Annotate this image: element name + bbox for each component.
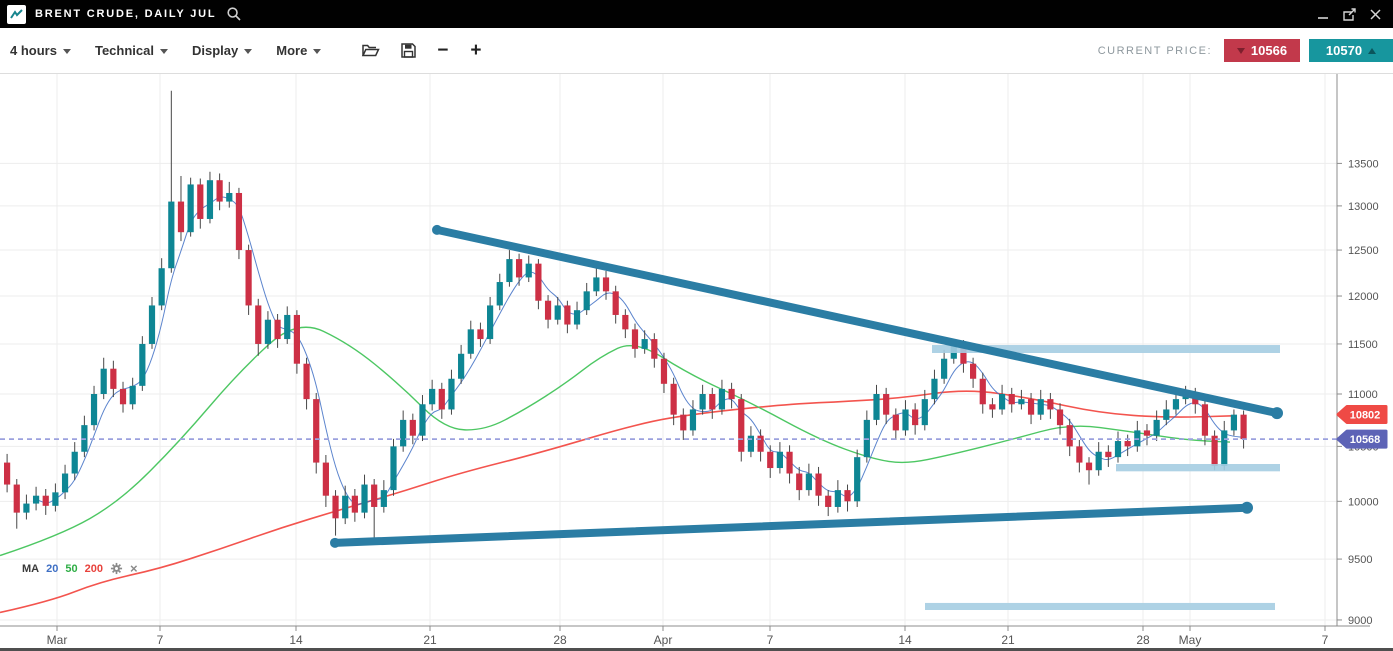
svg-text:13000: 13000 (1348, 201, 1379, 213)
more-menu-label: More (276, 43, 308, 58)
ma-indicator-legend: MA 20 50 200 × (22, 562, 138, 575)
ask-price-badge: 10570 (1309, 39, 1393, 62)
more-menu[interactable]: More (276, 43, 322, 58)
chevron-down-icon (313, 49, 322, 54)
axes: 1350013000125001200011500110001050010000… (0, 74, 1379, 647)
close-icon[interactable]: × (129, 561, 138, 576)
chevron-down-icon (62, 49, 71, 54)
technical-menu-label: Technical (94, 43, 154, 58)
svg-text:7: 7 (1322, 633, 1329, 647)
save-icon[interactable] (400, 42, 417, 59)
minimize-icon[interactable] (1315, 6, 1331, 22)
svg-text:10568: 10568 (1350, 434, 1381, 446)
svg-text:7: 7 (767, 633, 774, 647)
timeframe-menu-label: 4 hours (10, 43, 57, 58)
zoom-out-button[interactable]: − (437, 40, 449, 61)
current-price-label: CURRENT PRICE: (1097, 44, 1212, 57)
svg-text:12000: 12000 (1348, 291, 1379, 303)
line-chart-icon (7, 4, 26, 24)
svg-text:Mar: Mar (47, 633, 68, 647)
titlebar: BRENT CRUDE, DAILY JUL (0, 0, 1393, 28)
timeframe-menu[interactable]: 4 hours (10, 43, 71, 58)
zones (925, 345, 1280, 610)
svg-text:14: 14 (289, 633, 303, 647)
open-folder-icon[interactable] (361, 42, 380, 59)
price-chart[interactable]: 1350013000125001200011500110001050010000… (0, 74, 1393, 649)
svg-text:11500: 11500 (1348, 339, 1378, 351)
bid-price-value: 10566 (1250, 43, 1288, 58)
search-icon[interactable] (226, 6, 242, 22)
svg-text:12500: 12500 (1348, 245, 1379, 257)
svg-text:10802: 10802 (1350, 409, 1381, 421)
toolbar: 4 hours Technical Display More (0, 28, 1393, 73)
bid-price-badge: 10566 (1224, 39, 1300, 62)
ask-price-value: 10570 (1325, 43, 1363, 58)
svg-text:Apr: Apr (654, 633, 673, 647)
svg-text:7: 7 (157, 633, 164, 647)
display-menu-label: Display (191, 43, 239, 58)
gear-icon[interactable] (110, 562, 123, 575)
trendlines (330, 224, 1283, 548)
svg-text:21: 21 (1001, 633, 1015, 647)
svg-text:14: 14 (898, 633, 912, 647)
svg-text:10000: 10000 (1348, 496, 1379, 508)
window-title: BRENT CRUDE, DAILY JUL (35, 8, 217, 20)
ma50-period-label: 50 (65, 562, 78, 575)
svg-text:13500: 13500 (1348, 158, 1379, 170)
technical-menu[interactable]: Technical (95, 43, 168, 58)
svg-text:9000: 9000 (1348, 615, 1372, 627)
axis-price-tags: 10802 10568 (1336, 404, 1388, 449)
svg-text:21: 21 (423, 633, 437, 647)
candles (4, 90, 1247, 542)
window-controls (1315, 6, 1393, 22)
current-price-area: CURRENT PRICE: 10566 10570 (1098, 28, 1393, 73)
zoom-in-button[interactable]: + (470, 40, 482, 61)
ma20-period-label: 20 (46, 562, 59, 575)
popout-icon[interactable] (1341, 6, 1357, 22)
chevron-down-icon (159, 49, 168, 54)
arrow-down-icon (1236, 47, 1245, 54)
svg-text:28: 28 (553, 633, 567, 647)
svg-text:May: May (1179, 633, 1202, 647)
series (0, 196, 1244, 614)
svg-text:28: 28 (1136, 633, 1150, 647)
chevron-down-icon (244, 49, 253, 54)
close-icon[interactable] (1367, 6, 1383, 22)
arrow-up-icon (1368, 47, 1377, 54)
svg-text:9500: 9500 (1348, 554, 1372, 566)
ma-legend-label: MA (22, 562, 40, 575)
display-menu[interactable]: Display (191, 43, 253, 58)
ma200-period-label: 200 (84, 562, 103, 575)
chart-area: 1350013000125001200011500110001050010000… (0, 73, 1393, 648)
svg-text:11000: 11000 (1348, 389, 1378, 401)
